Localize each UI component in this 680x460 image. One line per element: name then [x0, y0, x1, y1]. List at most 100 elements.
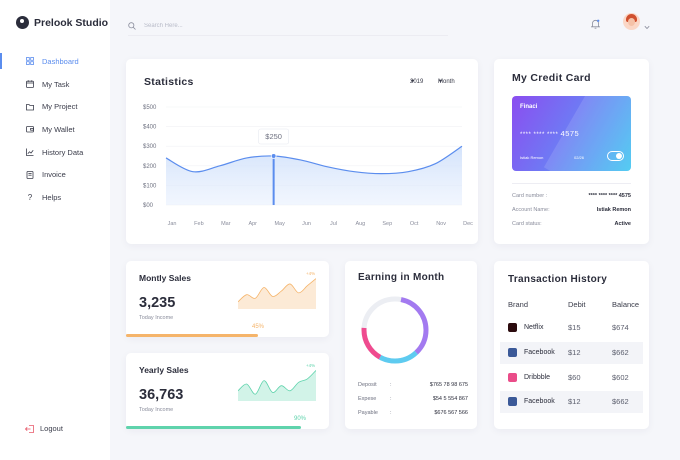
table-row[interactable]: Facebook $12 $662 [500, 391, 643, 413]
colon: : [390, 382, 392, 388]
monthly-sales-card: Montly Sales 3,235 Today Income +4% 45% [126, 261, 329, 337]
row-brand: Netflix [524, 324, 544, 331]
row-brand: Facebook [524, 398, 555, 405]
y-tick-label: $00 [143, 203, 154, 209]
earning-donut-chart [361, 296, 429, 364]
yearly-sales-progress-fill [126, 426, 301, 429]
x-tick-label: Nov [436, 221, 446, 227]
period-value: Month [438, 79, 455, 85]
app-name: Prelook Studio [34, 16, 109, 29]
card-expiry: 02/26 [574, 155, 585, 160]
sidebar-item-my-project[interactable]: My Project [0, 95, 110, 118]
card-number-masked: **** **** **** [520, 132, 559, 138]
x-tick-label: Oct [410, 221, 419, 227]
x-tick-label: Jun [302, 221, 311, 227]
credit-card[interactable]: Finaci **** **** **** 4575 Istiak Remon … [512, 96, 631, 171]
year-value: 2019 [410, 79, 424, 85]
netflix-icon [508, 323, 517, 332]
table-row[interactable]: Facebook $12 $662 [500, 342, 643, 364]
sidebar-item-my-task[interactable]: My Task [0, 73, 110, 96]
earning-value: $54 5 554 867 [432, 396, 468, 402]
avatar[interactable] [623, 13, 640, 30]
earning-card: Earning in Month Deposit : $765 78 98 67… [345, 261, 477, 429]
chevron-down-icon[interactable] [644, 17, 650, 35]
sidebar-item-history-data[interactable]: History Data [0, 141, 110, 164]
sidebar: Prelook Studio Dashboard My Task My Proj… [0, 0, 110, 460]
monthly-sales-progress-fill [126, 334, 258, 337]
x-tick-label: Feb [194, 221, 203, 227]
highlight-point[interactable] [270, 153, 277, 159]
sidebar-item-my-wallet[interactable]: My Wallet [0, 118, 110, 141]
detail-key: Card number : [512, 193, 548, 199]
card-detail-row: Card status: Active [512, 221, 631, 227]
calendar-icon [25, 80, 35, 88]
row-brand: Dribbble [524, 374, 551, 381]
yearly-sales-progress [126, 426, 329, 429]
detail-key: Card status: [512, 221, 542, 227]
monthly-sales-progress-label: 45% [252, 324, 265, 330]
statistics-title: Statistics [144, 76, 194, 88]
earning-value: $765 78 98 675 [429, 382, 468, 388]
sparkline-line [238, 278, 316, 303]
table-row[interactable]: Netflix $15 $674 [500, 317, 643, 339]
card-brand: Finaci [520, 104, 538, 110]
logo-icon [16, 16, 29, 29]
sidebar-item-label: History Data [42, 147, 84, 157]
donut-segment [361, 296, 429, 364]
app-logo[interactable]: Prelook Studio [16, 16, 108, 29]
card-toggle[interactable] [607, 151, 624, 161]
avatar-face [628, 18, 635, 26]
y-tick-label: $400 [143, 125, 157, 131]
year-dropdown[interactable]: 2019 [410, 79, 423, 85]
sidebar-item-label: My Wallet [42, 124, 75, 134]
facebook-icon [508, 397, 517, 406]
period-dropdown[interactable]: Month [438, 79, 455, 85]
card-holder: Istiak Remon [520, 155, 544, 160]
row-debit: $12 [568, 348, 581, 357]
yearly-sales-card: Yearly Sales 36,763 Today Income +4% 90% [126, 353, 329, 429]
facebook-icon [508, 348, 517, 357]
divider [512, 183, 631, 184]
tooltip-box [258, 128, 289, 145]
colon: : [390, 396, 392, 402]
column-balance: Balance [612, 300, 640, 309]
sidebar-item-invoice[interactable]: Invoice [0, 163, 110, 186]
y-tick-label: $200 [143, 164, 157, 170]
x-tick-label: Apr [248, 221, 257, 227]
yearly-sales-sub: Today Income [139, 407, 174, 413]
x-tick-label: Jan [168, 221, 177, 227]
earning-row: Payable : $676 567 566 [358, 410, 468, 416]
sidebar-item-helps[interactable]: ? Helps [0, 186, 110, 209]
tooltip-value: $250 [265, 132, 282, 141]
logout-button[interactable]: Logout [25, 424, 63, 433]
chevron-down-icon [410, 79, 415, 83]
transaction-title: Transaction History [508, 274, 608, 285]
row-debit: $15 [568, 323, 581, 332]
table-row[interactable]: Dribbble $60 $602 [500, 367, 643, 389]
logout-label: Logout [40, 424, 63, 433]
x-tick-label: May [274, 221, 285, 227]
donut-segment [361, 296, 429, 364]
logout-icon [25, 424, 35, 433]
earning-value: $676 567 566 [434, 410, 468, 416]
search-input[interactable] [144, 22, 344, 29]
area-fill [166, 146, 462, 205]
notification-bell-icon[interactable] [590, 16, 601, 34]
donut-segment [361, 296, 429, 364]
folder-icon [25, 103, 35, 111]
column-brand: Brand [508, 300, 529, 309]
earning-title: Earning in Month [358, 272, 445, 283]
card-detail-row: Account Name: Istiak Remon [512, 207, 631, 213]
detail-value: **** **** **** 4575 [588, 193, 631, 199]
question-icon: ? [27, 192, 33, 202]
yearly-sales-title: Yearly Sales [139, 365, 189, 375]
transaction-history-card: Transaction History Brand Debit Balance … [494, 261, 649, 429]
earning-row: Deposit : $765 78 98 675 [358, 382, 468, 388]
x-tick-label: Sep [382, 221, 392, 227]
yearly-sales-value: 36,763 [139, 387, 184, 403]
sidebar-item-label: My Task [42, 79, 70, 89]
sidebar-item-dashboard[interactable]: Dashboard [0, 50, 110, 73]
sparkline-area [238, 278, 316, 309]
x-tick-label: Jul [330, 221, 337, 227]
dribbble-icon [508, 373, 517, 382]
